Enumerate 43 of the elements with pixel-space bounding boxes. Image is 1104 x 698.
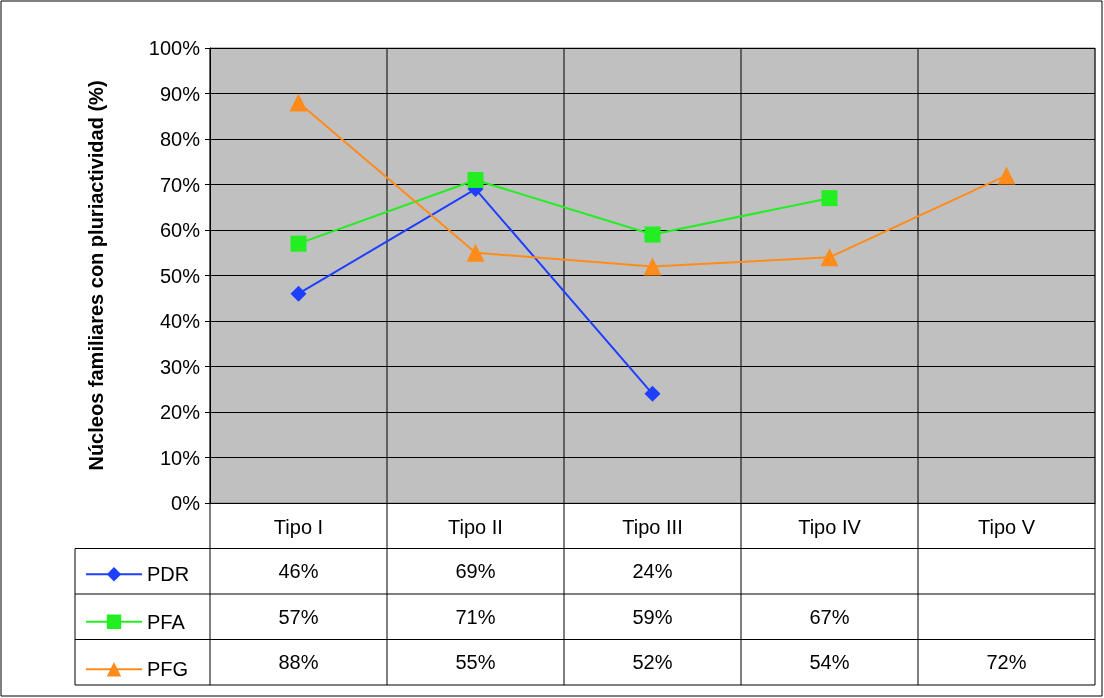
data-label: 54%: [809, 651, 850, 674]
data-label: 72%: [986, 651, 1027, 674]
data-label: 52%: [632, 651, 673, 674]
data-label: 24%: [632, 560, 673, 583]
x-tick-label: Tipo II: [448, 516, 503, 538]
point: [289, 93, 308, 112]
data-label: 88%: [278, 651, 319, 674]
point: [290, 285, 307, 302]
x-tick-label: Tipo V: [977, 516, 1036, 538]
y-tick-label: 50%: [159, 264, 201, 287]
point: [467, 171, 484, 188]
point: [290, 235, 307, 252]
y-tick-label: 80%: [159, 128, 201, 150]
y-tick-label: 70%: [159, 173, 201, 196]
data-label: 59%: [632, 605, 673, 628]
y-tick-label: 60%: [159, 219, 201, 241]
point: [820, 248, 839, 267]
point: [644, 226, 661, 243]
legend-label: PDR: [147, 563, 190, 586]
data-label: 67%: [809, 605, 850, 628]
y-tick-label: 20%: [159, 401, 201, 423]
point: [997, 166, 1016, 185]
y-tick-label: 90%: [159, 82, 201, 105]
point: [466, 243, 485, 262]
x-tick-label: Tipo I: [273, 516, 324, 538]
data-label: 69%: [455, 560, 496, 583]
y-tick-label: 40%: [159, 310, 201, 332]
legend-label: PFG: [147, 658, 189, 681]
data-label: 57%: [278, 605, 319, 628]
data-label: 71%: [455, 605, 496, 628]
x-tick-label: Tipo III: [622, 516, 683, 538]
point: [643, 257, 662, 276]
y-axis-title: Núcleos familiares con pluriactividad (%): [85, 80, 107, 471]
point: [821, 190, 838, 207]
y-tick-label: 0%: [171, 492, 201, 514]
point: [644, 385, 661, 402]
y-tick-label: 100%: [148, 37, 201, 59]
data-label: 55%: [455, 651, 496, 674]
data-label: 46%: [278, 560, 319, 583]
x-tick-label: Tipo IV: [798, 516, 862, 538]
y-tick-label: 30%: [159, 355, 201, 378]
y-tick-label: 10%: [159, 446, 201, 469]
legend-label: PFA: [147, 610, 186, 633]
